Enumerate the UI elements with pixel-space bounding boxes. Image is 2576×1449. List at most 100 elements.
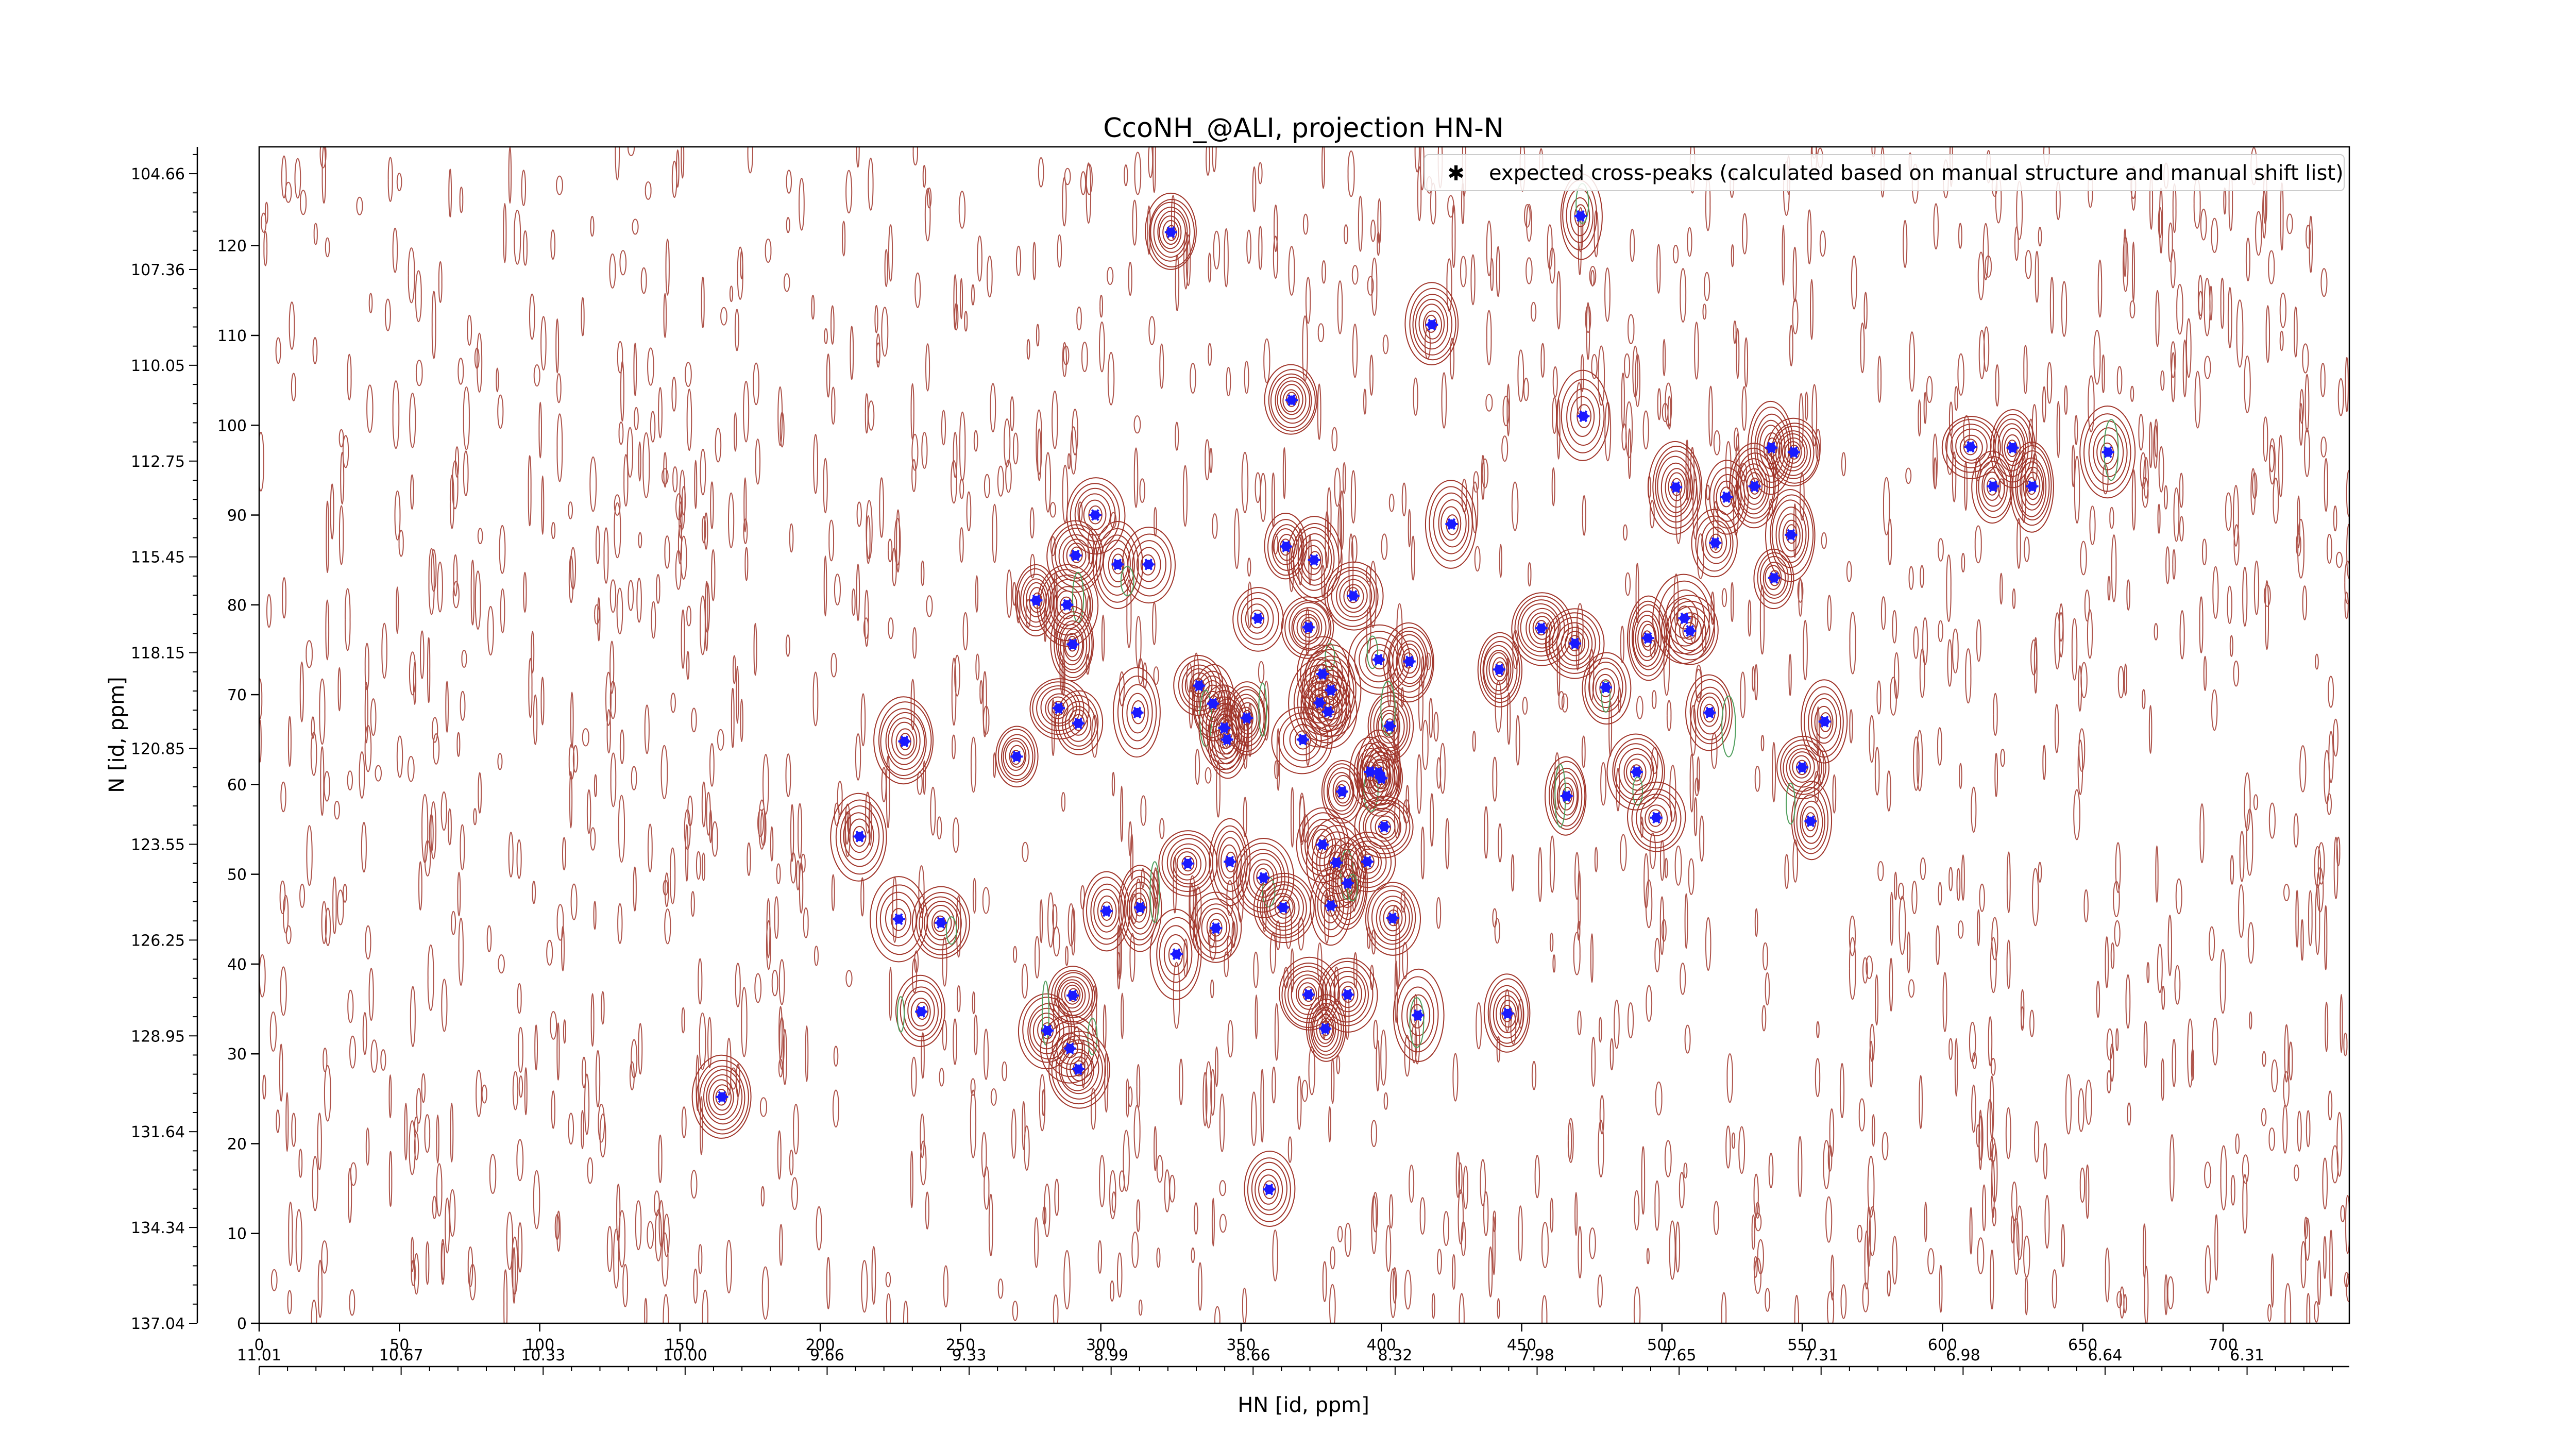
y-index-tick-label: 0 (237, 1315, 247, 1333)
hn-ppm-tick-label: 9.66 (810, 1346, 844, 1364)
cross-peak-marker (1641, 632, 1654, 644)
cross-peak-marker (1765, 442, 1778, 454)
cross-peak-marker (853, 831, 866, 843)
cross-peak-marker (1535, 622, 1548, 634)
x-index-tick-label: 500 (1647, 1336, 1676, 1354)
cross-peak-marker (915, 1005, 928, 1018)
cross-peak-marker (1069, 549, 1082, 562)
cross-peak-marker (1207, 698, 1219, 710)
cross-peak-marker (1426, 318, 1438, 331)
x-index-tick-label: 700 (2208, 1336, 2238, 1354)
n-ppm-tick-label: 104.66 (131, 165, 185, 183)
cross-peak-marker (1361, 855, 1374, 868)
hn-ppm-axis: 11.01 10.67 10.33 10.00 9.66 9.33 8.99 8.66 8.32… (237, 1346, 2349, 1375)
cross-peak-marker (1703, 706, 1716, 719)
hn-ppm-tick-label: 8.32 (1378, 1346, 1412, 1364)
cross-peak-marker (1403, 655, 1416, 667)
cross-peak-marker (1599, 681, 1612, 694)
cross-peak-marker (1316, 838, 1329, 851)
x-index-tick-label: 650 (2068, 1336, 2097, 1354)
cross-peak-marker (1684, 625, 1697, 637)
x-index-tick-label: 0 (254, 1336, 264, 1354)
cross-peak-marker (1133, 901, 1146, 914)
cross-peak-marker (1748, 480, 1761, 493)
n-ppm-tick-label: 128.95 (131, 1027, 185, 1046)
hn-ppm-tick-label: 10.67 (379, 1346, 423, 1364)
cross-peak-marker (1325, 684, 1337, 696)
cross-peak-marker (1218, 722, 1231, 734)
y-index-tick-label: 30 (227, 1046, 247, 1064)
cross-peak-marker (1630, 766, 1643, 778)
cross-peak-marker (1181, 857, 1194, 870)
peak-contours (691, 173, 2136, 1227)
cross-peak-marker (1316, 668, 1329, 680)
cross-peak-marker (1030, 594, 1043, 606)
cross-peak-marker (1987, 480, 1999, 493)
x-index-tick-label: 550 (1787, 1336, 1817, 1354)
cross-peak-marker (1445, 518, 1458, 530)
y-index-tick-label: 100 (217, 417, 247, 435)
cross-peak-marker (1142, 559, 1155, 570)
x-index-tick-label: 50 (389, 1336, 409, 1354)
cross-peak-marker (1569, 637, 1581, 650)
cross-peak-marker (1650, 812, 1663, 824)
n-ppm-axis: 137.04 134.34 131.64 128.95 126.25 123.55 120.… (131, 147, 198, 1333)
cross-peak-marker (1678, 612, 1691, 625)
legend-entry-label: expected cross-peaks (calculated based o… (1489, 161, 2344, 185)
n-ppm-tick-label: 134.34 (131, 1219, 185, 1237)
cross-peak-marker (1804, 815, 1817, 828)
n-ppm-tick-label: 107.36 (131, 261, 185, 279)
cross-peak-marker (1224, 855, 1236, 868)
hn-ppm-tick-label: 7.31 (1804, 1346, 1838, 1364)
cross-peak-marker (1053, 702, 1065, 714)
hn-ppm-tick-label: 9.33 (952, 1346, 987, 1364)
cross-peak-marker (1308, 554, 1320, 566)
x-index-axis: 0 50 100 150 200 250 300 350 400 450 500 550 600 650 7… (254, 1323, 2238, 1354)
cross-peak-marker (1263, 1183, 1276, 1195)
y-index-tick-label: 110 (217, 327, 247, 345)
cross-peak-marker (1372, 653, 1385, 666)
y-index-tick-label: 70 (227, 686, 247, 704)
y-index-tick-label: 120 (217, 238, 247, 256)
cross-peak-marker (1066, 989, 1079, 1002)
x-axis-label: HN [id, ppm] (1238, 1393, 1369, 1417)
cross-peak-marker (1010, 750, 1023, 763)
cross-peak-marker (1493, 663, 1505, 676)
cross-peak-marker (1063, 1042, 1076, 1055)
n-ppm-tick-label: 118.15 (131, 645, 185, 663)
n-ppm-tick-label: 137.04 (131, 1315, 185, 1333)
cross-peak-marker (935, 917, 947, 929)
x-index-tick-label: 350 (1226, 1336, 1256, 1354)
cross-peak-marker (1785, 529, 1798, 541)
cross-peak-marker (1170, 948, 1183, 961)
hn-ppm-tick-label: 8.66 (1236, 1346, 1270, 1364)
y-index-tick-label: 50 (227, 866, 247, 884)
y-index-tick-label: 20 (227, 1135, 247, 1153)
cross-peak-marker (1296, 733, 1309, 746)
cross-peak-marker (1325, 900, 1337, 912)
hn-ppm-tick-label: 8.99 (1094, 1346, 1128, 1364)
cross-peak-marker (1412, 1009, 1424, 1021)
cross-peak-marker (1577, 410, 1590, 423)
cross-peak-marker (1375, 772, 1388, 784)
cross-peak-marker (1285, 394, 1298, 406)
cross-peak-marker (1251, 612, 1264, 625)
cross-peak-marker (1574, 210, 1587, 222)
x-index-tick-label: 250 (946, 1336, 975, 1354)
hn-ppm-tick-label: 10.00 (663, 1346, 707, 1364)
cross-peak-marker (1193, 680, 1206, 692)
cross-peak-marker (1341, 877, 1354, 889)
hn-ppm-tick-label: 10.33 (521, 1346, 565, 1364)
legend: ✱ expected cross-peaks (calculated based… (1424, 154, 2345, 191)
y-index-tick-label: 10 (227, 1225, 247, 1243)
cross-peak-marker (1072, 1063, 1085, 1075)
cross-peak-marker (1061, 599, 1074, 611)
cross-peak-marker (1720, 491, 1733, 503)
x-index-tick-label: 600 (1928, 1336, 1957, 1354)
cross-peak-marker (1796, 761, 1809, 773)
cross-peak-marker (1302, 621, 1315, 633)
x-index-tick-label: 200 (805, 1336, 835, 1354)
y-index-tick-label: 40 (227, 956, 247, 974)
n-ppm-tick-label: 112.75 (131, 453, 185, 471)
